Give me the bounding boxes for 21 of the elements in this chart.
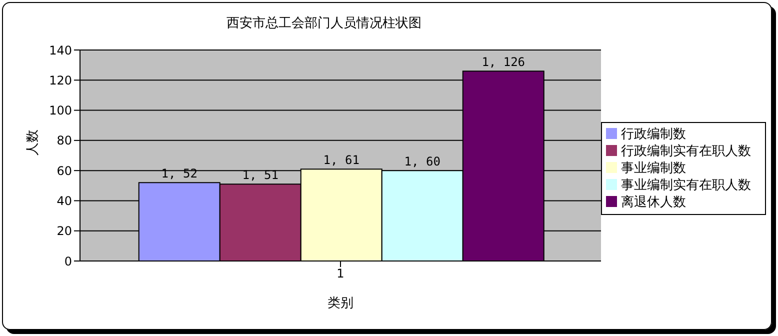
data-label: 1, 61 xyxy=(323,153,360,168)
y-tick-label: 100 xyxy=(49,104,72,118)
legend-label: 离退休人数 xyxy=(621,194,686,210)
y-tick-label: 20 xyxy=(56,224,72,238)
y-axis-title: 人数 xyxy=(26,130,41,156)
y-tick-label: 60 xyxy=(56,164,72,178)
y-tick-label: 80 xyxy=(56,134,72,148)
x-tick-label: 1 xyxy=(336,266,344,281)
y-tick-label: 120 xyxy=(49,73,72,88)
y-tick-label: 0 xyxy=(64,254,72,268)
chart-title: 西安市总工会部门人员情况柱状图 xyxy=(226,15,422,32)
legend-label: 行政编制实有在职人数 xyxy=(621,144,751,158)
legend-label: 行政编制数 xyxy=(621,126,686,142)
data-label: 1, 52 xyxy=(161,166,198,181)
legend-label: 事业编制数 xyxy=(621,160,686,176)
data-label: 1, 126 xyxy=(482,55,526,70)
legend-label: 事业编制实有在职人数 xyxy=(621,178,751,192)
data-label: 1, 60 xyxy=(404,154,440,169)
y-tick-label: 40 xyxy=(56,194,72,208)
y-tick-label: 140 xyxy=(49,43,72,58)
x-axis-title: 类别 xyxy=(328,296,354,311)
